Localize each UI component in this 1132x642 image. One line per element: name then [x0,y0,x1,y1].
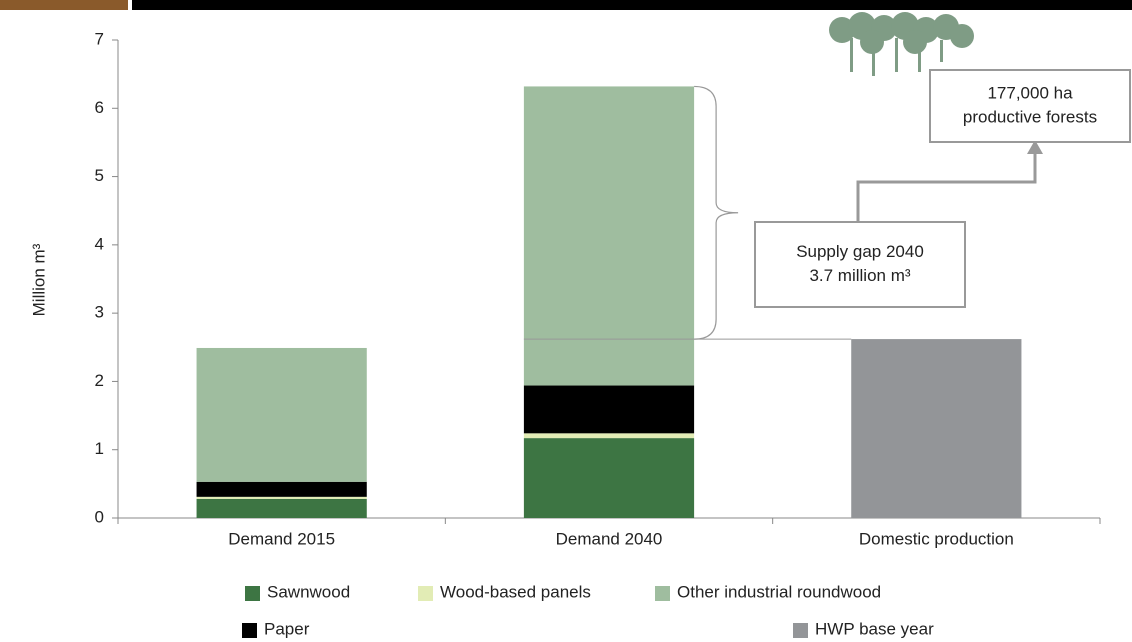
legend-label: Paper [264,619,310,638]
bar-segment [523,385,695,434]
legend-swatch [245,586,260,601]
y-tick-label: 7 [95,29,104,48]
y-tick-label: 1 [95,439,104,458]
bar-segment [523,438,695,518]
annotation-text: 3.7 million m³ [809,266,910,285]
y-tick-label: 2 [95,371,104,390]
gap-bracket [694,85,739,340]
y-axis-label: Million m³ [29,243,48,316]
bar-segment [196,347,367,482]
y-tick-label: 3 [95,303,104,322]
legend-swatch [418,586,433,601]
bar-segment [196,498,367,518]
y-tick-label: 4 [95,234,104,253]
arrow-connector [856,152,1037,222]
x-tick-label: Domestic production [859,529,1014,548]
annotation-box [754,221,966,308]
annotation-text: Supply gap 2040 [796,242,924,261]
legend-swatch [655,586,670,601]
legend-label: HWP base year [815,619,934,638]
header-accent [0,0,128,10]
legend-label: Wood-based panels [440,582,591,601]
x-tick-label: Demand 2015 [228,529,335,548]
y-tick-label: 0 [95,507,104,526]
annotation-text: productive forests [963,107,1097,126]
bar-segment [523,433,695,439]
x-tick-label: Demand 2040 [556,529,663,548]
bar-segment [851,339,1022,518]
arrow-head [1027,140,1043,154]
bar-segment [196,481,367,497]
header-bar [132,0,1132,10]
legend-label: Other industrial roundwood [677,582,881,601]
annotation-text: 177,000 ha [987,83,1073,102]
y-tick-label: 5 [95,166,104,185]
y-tick-label: 6 [95,98,104,117]
annotation-box [929,69,1131,143]
legend-swatch [793,623,808,638]
legend-swatch [242,623,257,638]
legend-label: Sawnwood [267,582,350,601]
bar-segment [196,496,367,499]
trees-icon [829,12,974,76]
bar-segment [523,86,695,386]
